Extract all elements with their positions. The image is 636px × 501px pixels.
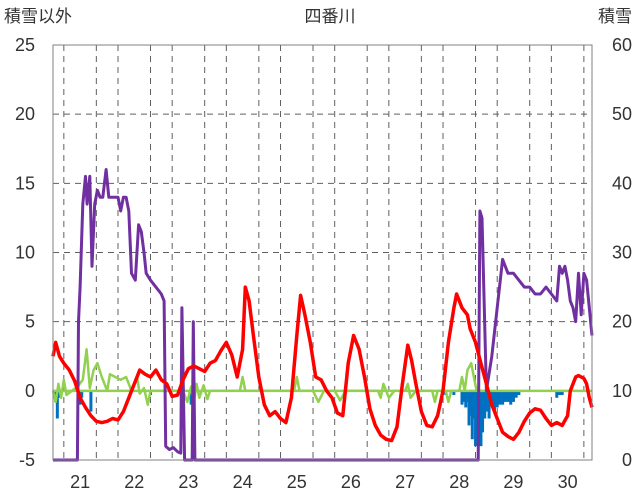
precip-bar: [472, 390, 476, 419]
precip-bar: [487, 390, 491, 419]
precip-bar: [467, 390, 471, 426]
precip-bar: [501, 390, 505, 405]
right-tick-label: 60: [612, 35, 632, 55]
precip-bar: [189, 390, 193, 405]
precip-bar: [470, 390, 474, 440]
x-tick-label: 24: [233, 472, 253, 492]
chart-title: 四番川: [305, 7, 356, 27]
precip-bar: [503, 390, 507, 402]
right-tick-label: 30: [612, 243, 632, 263]
precip-bar: [469, 390, 473, 416]
right-axis-label: 積雪: [598, 7, 632, 27]
precip-bar: [462, 390, 466, 402]
precip-bar: [498, 390, 502, 405]
x-tick-label: 22: [124, 472, 144, 492]
precip-bar: [80, 390, 84, 398]
x-tick-label: 26: [341, 472, 361, 492]
x-axis-ticks: 21 22 23 24 25 26 27 28 29 30: [70, 472, 578, 492]
right-tick-label: 40: [612, 173, 632, 193]
x-tick-label: 25: [287, 472, 307, 492]
precip-bars: [54, 390, 564, 447]
right-tick-label: 10: [612, 381, 632, 401]
x-tick-label: 29: [503, 472, 523, 492]
precip-bar: [55, 390, 59, 419]
left-tick-label: 10: [15, 243, 35, 263]
series-purple-line: [53, 168, 594, 462]
precip-bar: [460, 390, 464, 405]
right-tick-label: 20: [612, 312, 632, 332]
precip-bar: [464, 390, 468, 408]
precip-bar: [509, 390, 513, 405]
left-tick-label: 25: [15, 35, 35, 55]
left-tick-label: 15: [15, 173, 35, 193]
left-axis-ticks: -5 0 5 10 15 20 25: [15, 35, 35, 470]
x-tick-label: 30: [558, 472, 578, 492]
left-tick-label: 5: [25, 312, 35, 332]
precip-bar: [479, 390, 483, 447]
precip-bar: [474, 390, 478, 447]
precip-bar: [517, 390, 521, 395]
precip-bar: [452, 390, 456, 395]
x-tick-label: 21: [70, 472, 90, 492]
x-tick-label: 28: [449, 472, 469, 492]
precip-bar: [492, 390, 496, 412]
x-tick-label: 23: [178, 472, 198, 492]
left-tick-label: 20: [15, 104, 35, 124]
precip-bar: [495, 390, 499, 408]
precip-bar: [555, 390, 559, 398]
precip-bar: [514, 390, 518, 398]
precip-bar: [465, 390, 469, 402]
right-axis-ticks: 0 10 20 30 40 50 60: [612, 35, 632, 470]
precip-bar: [484, 390, 488, 412]
series-green-line: [51, 348, 484, 406]
left-axis-label: 積雪以外: [4, 7, 72, 27]
precip-bar: [89, 390, 93, 412]
x-tick-label: 27: [395, 472, 415, 492]
right-tick-label: 0: [622, 450, 632, 470]
right-tick-label: 50: [612, 104, 632, 124]
precip-bar: [511, 390, 515, 402]
precip-bar: [557, 390, 561, 395]
plot-frame: [52, 44, 593, 461]
left-tick-label: -5: [19, 450, 35, 470]
precip-bar: [560, 390, 564, 395]
precip-bar: [481, 390, 485, 433]
precip-bar: [506, 390, 510, 402]
precip-bar: [483, 390, 487, 419]
left-tick-label: 0: [25, 381, 35, 401]
series-red-line: [51, 285, 594, 443]
